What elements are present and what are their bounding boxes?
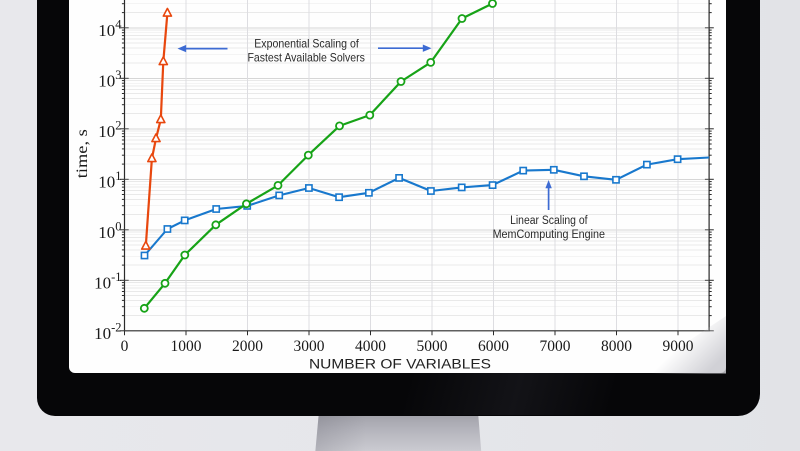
- svg-text:NUMBER OF VARIABLES: NUMBER OF VARIABLES: [309, 356, 491, 371]
- svg-text:time, s: time, s: [74, 129, 91, 178]
- svg-text:103: 103: [98, 68, 121, 91]
- svg-text:9000: 9000: [663, 338, 694, 355]
- svg-text:102: 102: [98, 118, 121, 141]
- svg-text:10-2: 10-2: [94, 320, 121, 343]
- svg-text:Fastest Available Solvers: Fastest Available Solvers: [247, 51, 365, 65]
- svg-text:10-1: 10-1: [94, 270, 121, 293]
- svg-text:7000: 7000: [540, 338, 571, 355]
- svg-text:101: 101: [98, 169, 121, 192]
- svg-text:1000: 1000: [171, 338, 202, 355]
- svg-text:104: 104: [98, 17, 122, 40]
- svg-text:0: 0: [121, 338, 129, 355]
- svg-text:5000: 5000: [417, 338, 448, 355]
- svg-text:Linear Scaling of: Linear Scaling of: [510, 215, 588, 227]
- svg-text:4000: 4000: [355, 338, 386, 355]
- svg-text:6000: 6000: [478, 338, 509, 355]
- svg-text:100: 100: [98, 219, 121, 242]
- svg-text:Exponential Scaling of: Exponential Scaling of: [254, 37, 359, 51]
- svg-text:MemComputing Engine: MemComputing Engine: [493, 229, 605, 241]
- svg-text:3000: 3000: [294, 338, 325, 355]
- svg-text:8000: 8000: [601, 338, 632, 355]
- svg-text:2000: 2000: [232, 338, 263, 355]
